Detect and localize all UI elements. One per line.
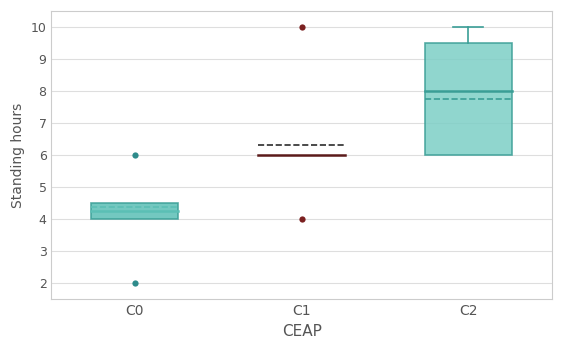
Y-axis label: Standing hours: Standing hours xyxy=(11,103,25,208)
Bar xyxy=(91,203,178,219)
X-axis label: CEAP: CEAP xyxy=(282,324,321,339)
Bar xyxy=(425,43,512,155)
